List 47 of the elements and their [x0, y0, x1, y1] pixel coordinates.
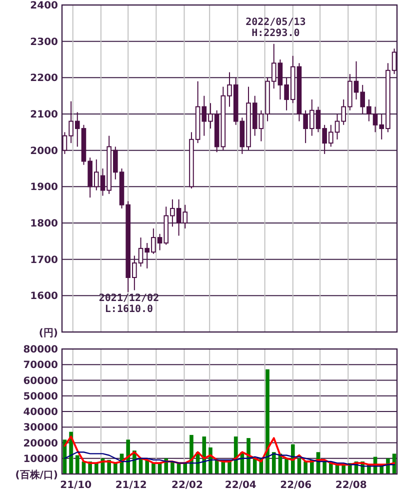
y-tick-label: 10000	[23, 454, 58, 465]
y-tick-label: 80000	[23, 344, 58, 356]
line-series	[64, 452, 395, 467]
bar	[202, 436, 206, 474]
bar	[190, 434, 194, 474]
bar	[246, 438, 250, 474]
bar	[322, 462, 326, 474]
x-tick-label: 21/12	[115, 480, 147, 491]
y-tick-label: 1700	[30, 254, 58, 266]
x-tick-label: 22/04	[224, 480, 256, 491]
bar	[126, 440, 130, 474]
bar	[114, 463, 118, 474]
annotation: 2021/12/02 L:1610.0	[98, 293, 160, 316]
bar	[252, 458, 257, 474]
bar	[75, 455, 80, 474]
y-tick-label: 70000	[23, 360, 58, 372]
y-axis-title: (円)	[38, 328, 58, 339]
bar	[94, 463, 98, 474]
bar	[284, 458, 288, 474]
bar	[329, 463, 333, 474]
bar	[272, 452, 276, 474]
annotation: 2022/05/13 H:2293.0	[246, 16, 306, 39]
y-tick-label: 1900	[30, 182, 58, 194]
x-tick-label: 22/06	[280, 480, 312, 491]
bar	[152, 463, 156, 474]
x-tick-label: 22/08	[335, 480, 367, 491]
y-axis-title: (百株/口)	[15, 469, 58, 481]
y-tick-label: 2000	[30, 146, 58, 157]
bar	[304, 462, 308, 474]
y-tick-label: 2400	[30, 0, 58, 12]
bar	[266, 369, 270, 474]
x-tick-label: 22/02	[171, 480, 204, 491]
y-tick-label: 2100	[30, 110, 58, 120]
y-tick-label: 60000	[23, 376, 58, 387]
bar	[183, 463, 188, 474]
line-series	[64, 436, 396, 466]
y-tick-label: 2300	[30, 36, 58, 48]
y-tick-label: 30000	[23, 422, 58, 434]
y-tick-label: 1800	[30, 218, 58, 230]
y-tick-label: 50000	[23, 391, 58, 402]
y-tick-label: 1600	[30, 291, 58, 302]
y-tick-label: 2200	[30, 73, 58, 84]
bar	[170, 462, 174, 474]
y-tick-label: 20000	[23, 438, 58, 450]
y-tick-label: 40000	[23, 407, 58, 418]
x-tick-label: 21/10	[60, 480, 92, 491]
bar	[145, 460, 150, 474]
